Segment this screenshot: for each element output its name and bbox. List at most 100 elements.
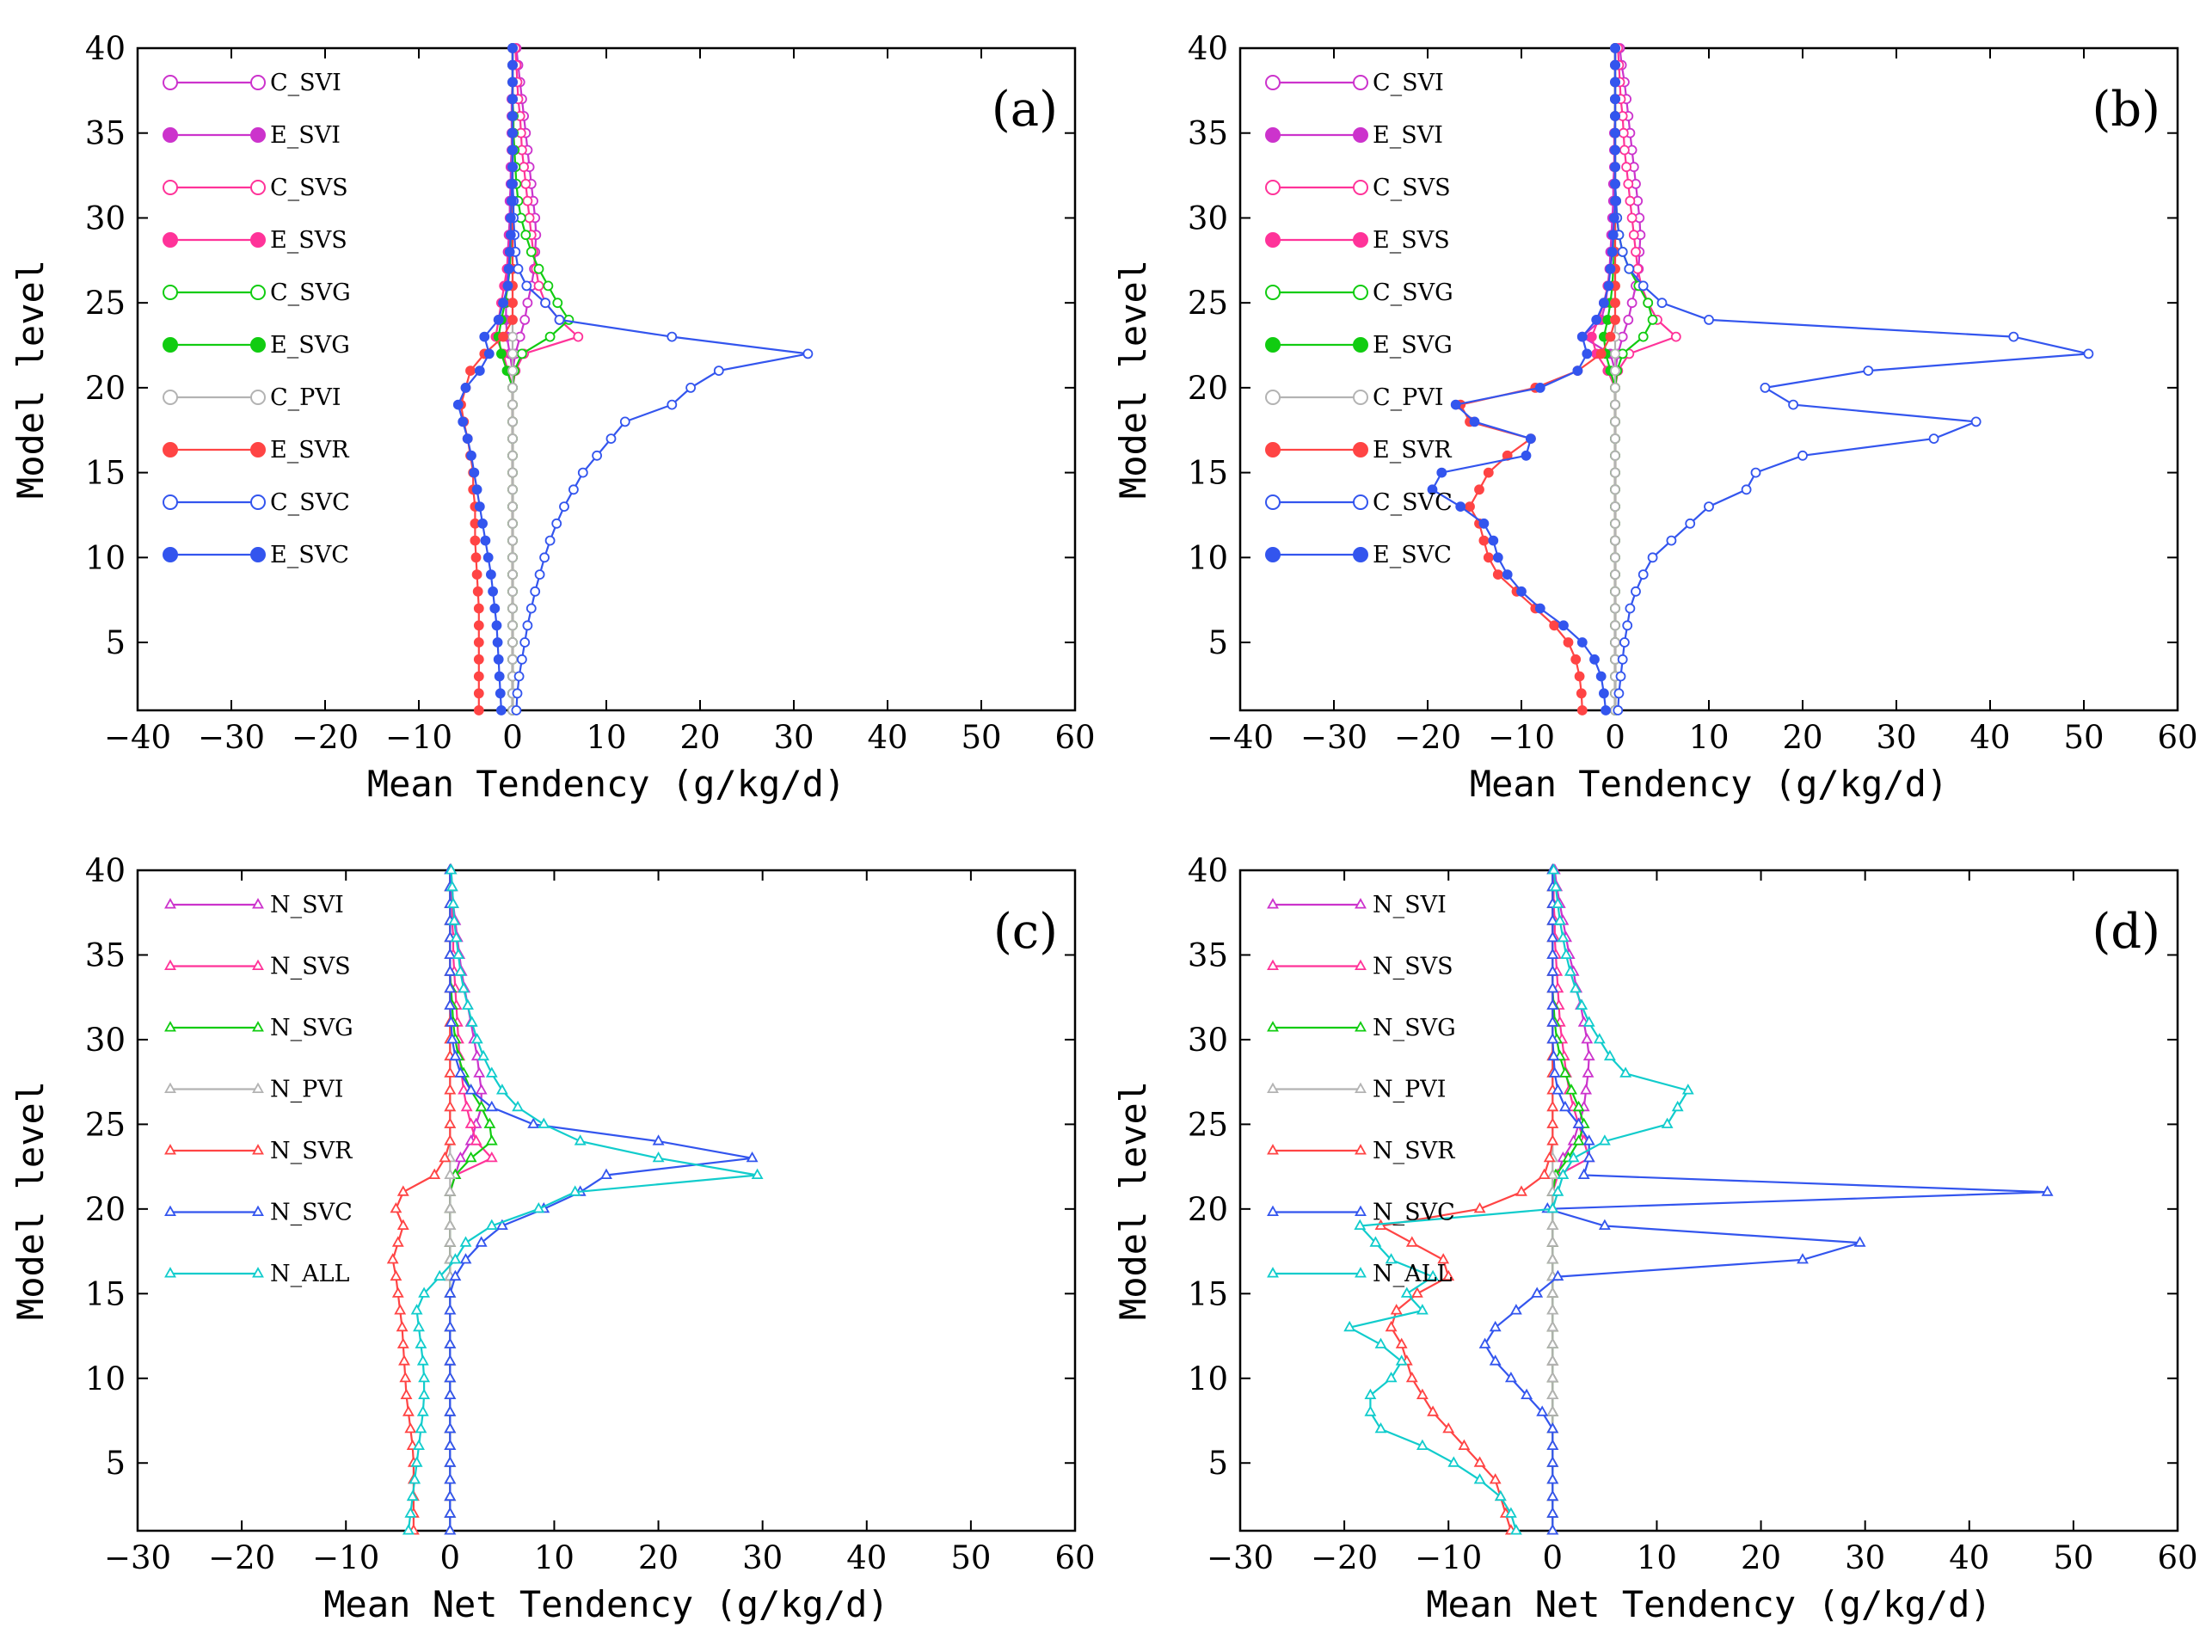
point-b-c_svs-35	[1618, 127, 1629, 138]
point-d-n_pvi-9	[1546, 1388, 1559, 1399]
x-tick-label-c-4: 10	[534, 1539, 575, 1576]
point-c-n_pvi-18	[444, 1236, 457, 1247]
point-c-n_all-8	[416, 1405, 429, 1416]
point-c-n_all-6	[413, 1439, 425, 1450]
y-tick-label-b-3: 20	[1188, 370, 1228, 407]
point-b-e_svc-40	[1610, 43, 1620, 53]
x-tick-label-b-1: −30	[1300, 719, 1367, 756]
y-tick-label-a-5: 30	[85, 200, 126, 236]
point-d-n_svc-13	[1489, 1320, 1502, 1332]
point-a-e_svr-6	[473, 620, 484, 631]
point-a-e_svc-3	[494, 671, 505, 682]
legend-a-c_svc-marker-0	[163, 494, 178, 510]
point-a-e_svc-11	[480, 535, 491, 546]
point-c-n_svr-26	[444, 1100, 457, 1112]
legend-b-c_svg-marker-0	[1265, 285, 1281, 300]
point-c-n_svr-9	[400, 1388, 413, 1399]
legend-b-e_svg-label: E_SVG	[1373, 332, 1453, 359]
point-a-e_svc-40	[507, 43, 518, 53]
y-tick-label-d-7: 40	[1188, 852, 1228, 889]
legend-d-n_svs-label: N_SVS	[1373, 954, 1453, 980]
y-axis-label-c: Model level	[9, 1081, 52, 1320]
x-tick-label-c-5: 20	[638, 1539, 679, 1576]
legend-a-e_svg-marker-1	[250, 337, 266, 353]
point-a-c_svc-3	[513, 671, 525, 682]
series-line-a-e_svc	[457, 48, 514, 711]
point-c-n_all-19	[485, 1219, 498, 1230]
point-b-c_svs-34	[1619, 144, 1630, 156]
point-b-e_svc-15	[1436, 467, 1447, 478]
legend-a-e_svs-marker-0	[163, 232, 178, 248]
point-b-e_svc-25	[1599, 298, 1609, 309]
point-c-n_all-31	[465, 1016, 478, 1027]
point-c-n_svc-32	[444, 998, 457, 1010]
point-b-c_svs-27	[1632, 263, 1644, 274]
point-c-n_all-27	[495, 1084, 508, 1095]
point-c-n_all-15	[418, 1287, 431, 1298]
point-a-e_svc-13	[474, 501, 485, 512]
point-b-e_svc-30	[1609, 212, 1619, 224]
point-a-c_svg-24	[563, 314, 575, 325]
point-c-n_svr-27	[444, 1084, 457, 1095]
point-d-n_svc-37	[1546, 914, 1559, 925]
point-b-c_svc-27	[1624, 263, 1635, 274]
point-c-n_pvi-20	[444, 1201, 457, 1213]
point-c-n_all-34	[454, 965, 467, 976]
point-a-c_svc-12	[551, 518, 562, 529]
point-a-c_pvi-21	[507, 365, 518, 377]
x-axis-label-b: Mean Tendency (g/kg/d)	[1470, 763, 1948, 805]
y-tick-label-d-5: 30	[1188, 1022, 1228, 1059]
point-a-c_svs-31	[522, 195, 533, 206]
point-a-e_svc-4	[493, 654, 504, 665]
point-d-n_svc-17	[1797, 1253, 1809, 1264]
point-a-e_svc-24	[493, 314, 504, 325]
y-tick-label-c-2: 15	[85, 1275, 126, 1312]
legend-c-n_svc-label: N_SVC	[270, 1200, 353, 1226]
panel-label-c: (c)	[993, 904, 1058, 960]
point-b-c_pvi-10	[1610, 552, 1620, 563]
point-b-e_svc-9	[1502, 569, 1513, 580]
point-a-c_svc-1	[511, 705, 522, 715]
legend-d-n_svc-marker-1	[1355, 1205, 1367, 1216]
legend-a-e_svg-label: E_SVG	[270, 332, 350, 359]
point-a-c_svs-32	[520, 178, 531, 189]
legend-a-c_svg-label: C_SVG	[270, 279, 351, 306]
point-d-n_svc-32	[1546, 998, 1559, 1010]
point-c-n_svs-26	[460, 1100, 473, 1112]
legend-d-n_svc-label: N_SVC	[1373, 1200, 1455, 1226]
point-c-n_svg-23	[464, 1151, 477, 1163]
point-d-n_all-16	[1427, 1269, 1440, 1281]
legend-d-n_all-label: N_ALL	[1373, 1261, 1453, 1287]
point-c-n_all-2	[404, 1507, 417, 1518]
point-c-n_all-24	[574, 1134, 587, 1145]
point-a-e_svr-24	[507, 314, 518, 325]
point-c-n_all-28	[485, 1066, 498, 1078]
point-b-c_svc-3	[1615, 671, 1626, 682]
point-d-n_all-10	[1385, 1371, 1398, 1383]
point-b-c_svs-30	[1626, 212, 1637, 224]
point-a-e_svc-28	[504, 246, 515, 257]
x-tick-label-d-9: 60	[2157, 1539, 2197, 1576]
point-d-n_all-30	[1593, 1033, 1606, 1044]
point-d-n_svc-8	[1536, 1405, 1549, 1416]
point-d-n_all-21	[1551, 1185, 1564, 1196]
point-a-c_pvi-13	[507, 501, 518, 512]
x-tick-label-b-5: 10	[1688, 719, 1729, 756]
legend-c-n_svg-marker-0	[164, 1021, 176, 1032]
x-tick-label-a-7: 30	[773, 719, 814, 756]
x-tick-label-c-2: −10	[312, 1539, 379, 1576]
point-c-n_all-16	[433, 1269, 446, 1281]
legend-b-c_svc-marker-1	[1353, 494, 1368, 510]
point-c-n_all-32	[461, 998, 474, 1010]
series-line-c-n_svc	[449, 870, 753, 1531]
legend-a-e_svc-label: E_SVC	[270, 542, 349, 568]
legend-b-c_svs-marker-0	[1265, 180, 1281, 195]
point-d-n_svc-15	[1531, 1287, 1544, 1298]
point-a-c_svc-2	[512, 688, 523, 699]
point-d-n_all-2	[1504, 1507, 1517, 1518]
point-d-n_all-6	[1416, 1439, 1429, 1450]
point-c-n_all-37	[448, 914, 461, 925]
x-tick-label-d-6: 30	[1845, 1539, 1885, 1576]
y-tick-label-b-7: 40	[1188, 30, 1228, 67]
axes-frame-d	[1238, 869, 2179, 1532]
